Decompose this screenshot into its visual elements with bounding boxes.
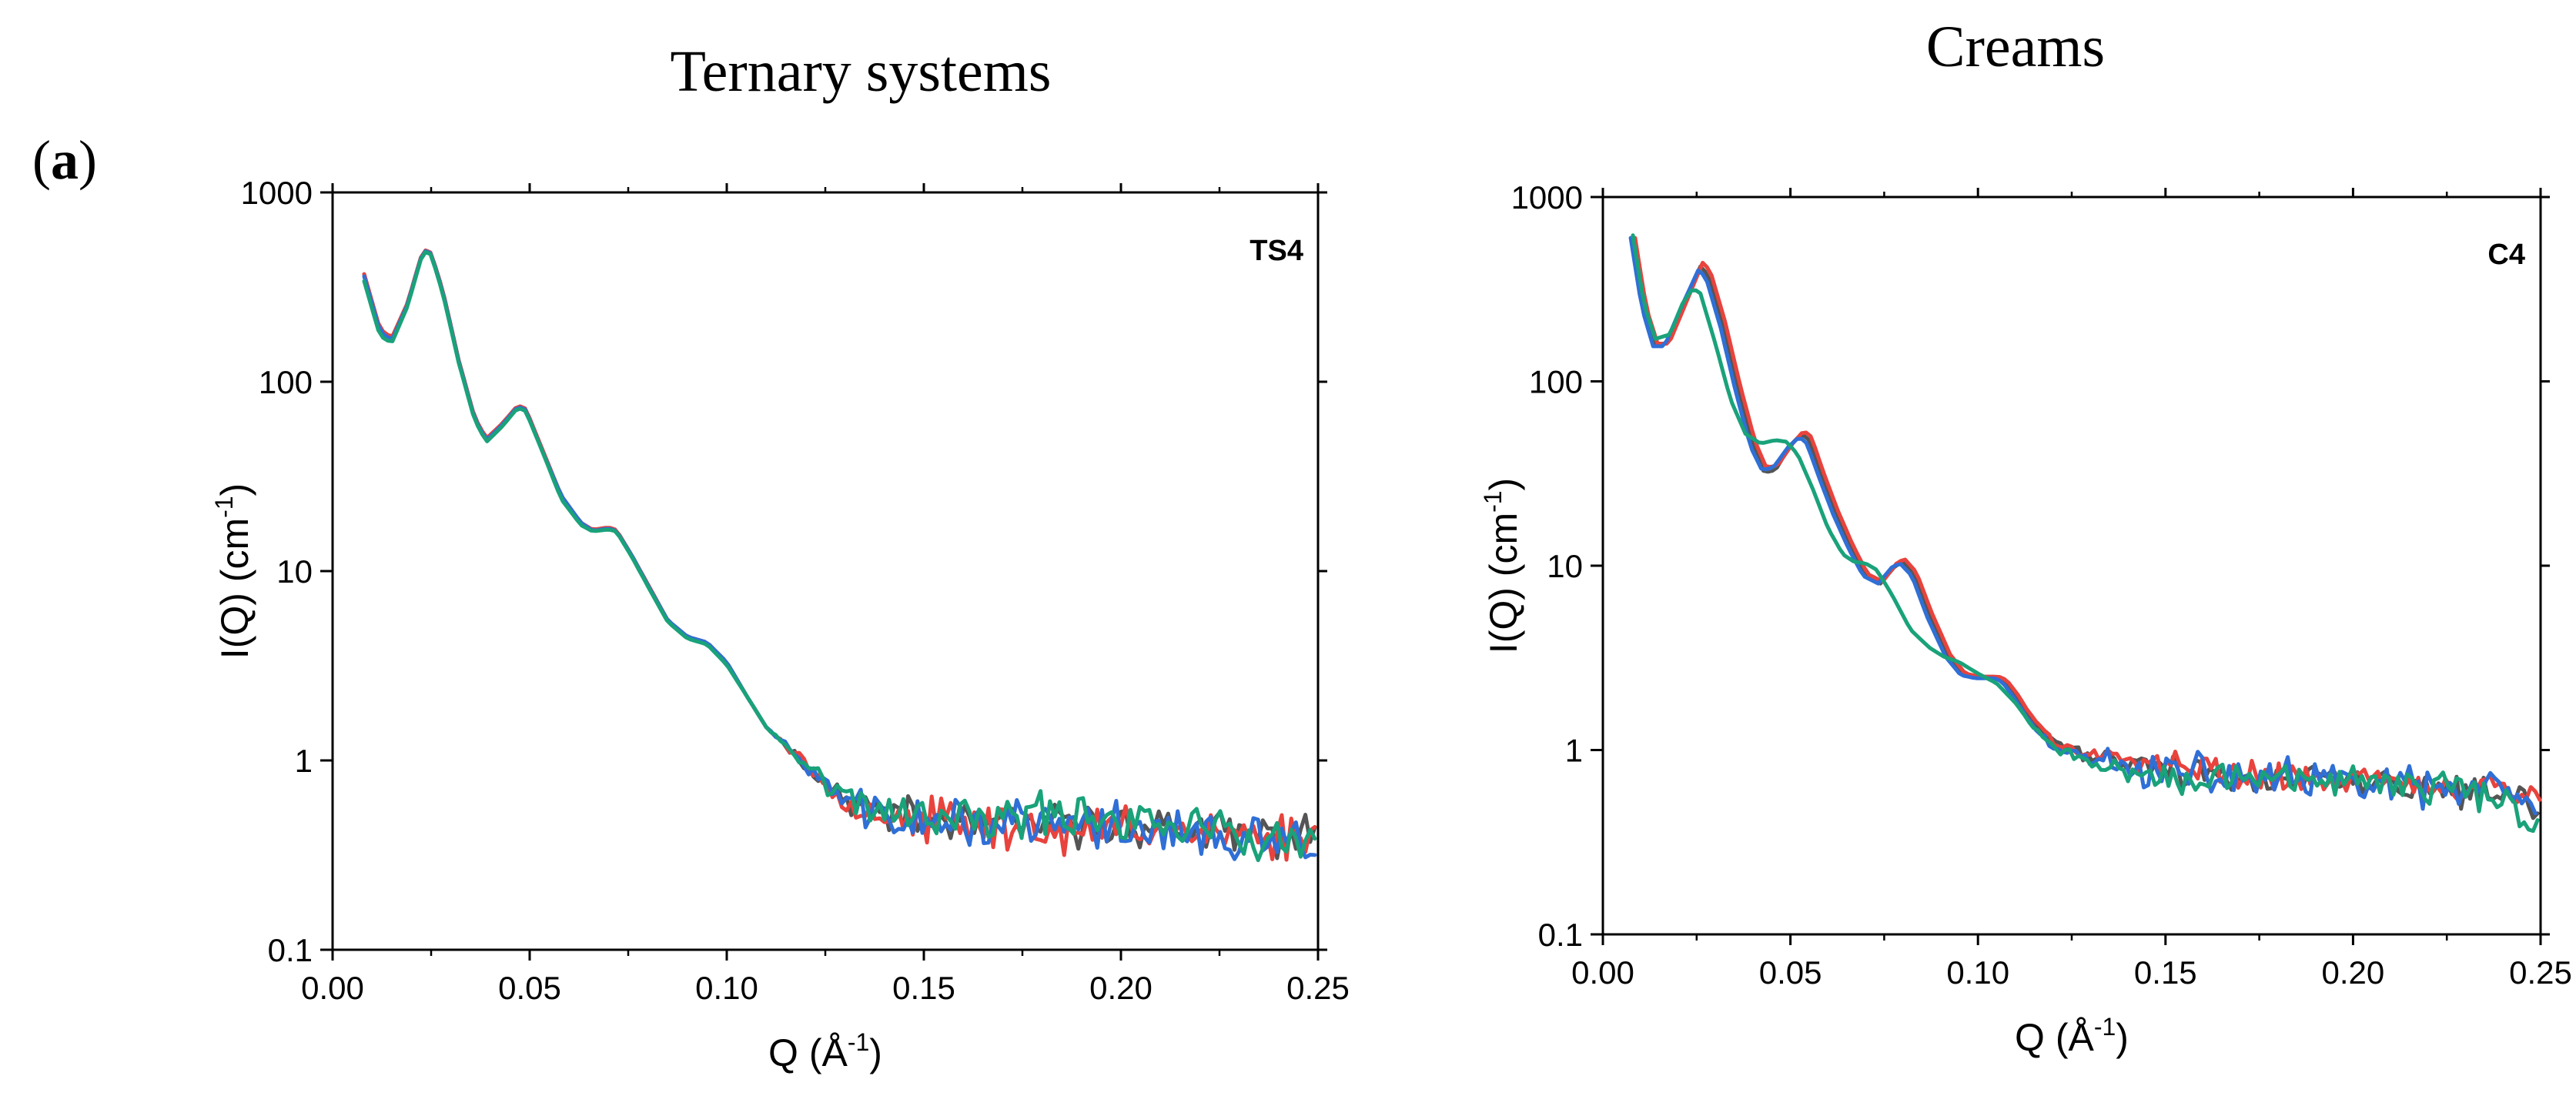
axis-tick-labels: 0.00 0.05 0.10 0.15 0.20 0.25 0.1 1 10 100 1000	[1511, 179, 2572, 991]
x-tick-label: 0.00	[1571, 954, 1634, 991]
y-tick-label: 100	[259, 364, 313, 400]
series-line-red	[362, 248, 1317, 862]
y-tick-label: 10	[1547, 548, 1583, 584]
series-line-dark-gray	[362, 248, 1317, 860]
chart-title: Ternary systems	[671, 39, 1052, 104]
series-line-dark-gray	[1631, 236, 2540, 820]
series-line-red	[1633, 236, 2542, 804]
panel-label-letter: a	[51, 129, 79, 191]
x-tick-label: 0.25	[1286, 970, 1350, 1006]
plot-frame	[1601, 195, 2542, 936]
chart-creams: Creams 0.00 0.05 0.10 0.15 0.20 0.25 0.1 1 10 100…	[1479, 15, 2572, 1059]
series-line-blue	[1628, 236, 2538, 816]
x-tick-label: 0.15	[2134, 954, 2197, 991]
y-axis-label: I(Q) (cm-1)	[1479, 478, 1525, 653]
data-series	[1628, 233, 2542, 834]
chart-ternary-systems: Ternary systems 0.00 0.05 0.10 0.15 0.20 0.25…	[210, 39, 1350, 1074]
axis-ticks	[320, 183, 1327, 961]
panel-label: (a)	[32, 129, 97, 191]
x-tick-label: 0.20	[1089, 970, 1153, 1006]
axis-ticks	[1591, 188, 2550, 945]
axis-tick-labels: 0.00 0.05 0.10 0.15 0.20 0.25 0.1 1 10 100 1000	[241, 175, 1350, 1006]
y-axis-label: I(Q) (cm-1)	[210, 483, 256, 659]
y-tick-label: 10	[276, 553, 313, 590]
x-tick-label: 0.10	[695, 970, 758, 1006]
x-axis-label: Q (Å-1)	[768, 1028, 882, 1074]
x-tick-label: 0.15	[892, 970, 955, 1006]
y-tick-label: 0.1	[1538, 917, 1583, 953]
series-line-green	[1631, 233, 2540, 834]
y-tick-label: 1	[1565, 733, 1583, 769]
x-tick-label: 0.20	[2322, 954, 2385, 991]
series-line-green	[362, 250, 1317, 863]
y-tick-label: 1	[295, 743, 313, 779]
y-tick-label: 1000	[241, 175, 313, 211]
y-tick-label: 0.1	[268, 932, 313, 968]
y-tick-label: 1000	[1511, 179, 1583, 216]
x-tick-label: 0.00	[301, 970, 364, 1006]
x-tick-label: 0.10	[1946, 954, 2009, 991]
inset-label: TS4	[1250, 235, 1303, 267]
inset-label: C4	[2487, 239, 2525, 271]
x-axis-label: Q (Å-1)	[2015, 1013, 2129, 1059]
x-tick-label: 0.05	[1759, 954, 1822, 991]
chart-title: Creams	[1926, 15, 2105, 79]
x-tick-label: 0.05	[498, 970, 561, 1006]
y-tick-label: 100	[1529, 364, 1583, 400]
series-line-blue	[362, 249, 1317, 861]
x-tick-label: 0.25	[2509, 954, 2572, 991]
data-series	[362, 248, 1317, 863]
